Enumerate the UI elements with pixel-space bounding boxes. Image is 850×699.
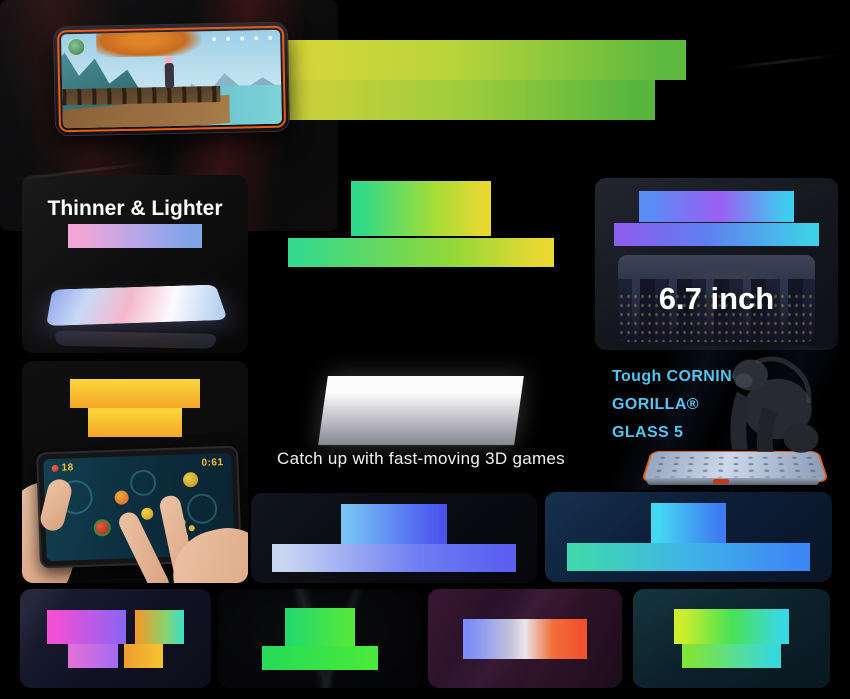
incell-display-card: Thinner & Lighter Incell Display [22, 175, 248, 353]
aspect-value: 21:9 [284, 607, 356, 646]
brightness-value: 500 nits [673, 609, 790, 644]
hud-icons [268, 35, 273, 40]
fruit-coin [182, 471, 199, 488]
refresh-rate-label: Dynamic Refresh Rate [252, 238, 590, 267]
aspect-ratio-card: 21:9 Aspect Ratio [218, 589, 422, 688]
touch-sampling-card: 240Hz Touch Sampling Rate [251, 493, 537, 583]
multitouch-card: Multi-touch 10-point 18 0:61 [22, 361, 248, 583]
ppi-card: 391 PPI [428, 589, 622, 688]
panel-label: Paneltype [67, 643, 164, 668]
resolution-heading: 2.3K Display [595, 191, 838, 222]
rugged-phone [53, 22, 290, 136]
screen-ratio-card: 81% Screen to Body Ratio [545, 492, 832, 582]
display-reflection [53, 330, 219, 349]
sampling-value: 240Hz [340, 504, 448, 544]
aspect-label: Aspect Ratio [261, 645, 379, 670]
phone-port-accent [713, 479, 729, 484]
sampling-label: Touch Sampling Rate [272, 544, 516, 572]
game-score: 18 [51, 462, 74, 474]
fruit-orange [114, 490, 129, 505]
thin-display-graphic [45, 284, 228, 326]
ratio-label: Screen to Body Ratio [567, 543, 810, 571]
ratio-value: 81% [651, 503, 726, 543]
gaming-caption: Catch up with fast-moving 3D games [277, 449, 565, 468]
ppi-value: 391 PPI [462, 618, 588, 659]
refresh-rate-value: 120Hz [252, 181, 590, 236]
game-character [164, 56, 175, 89]
panel-type-card: FHD+IPS Paneltype [20, 589, 211, 688]
screen-size-label: 6.7 inch [658, 281, 775, 316]
character-body [164, 63, 175, 89]
corning-line-1: Tough CORNING® [612, 368, 758, 385]
gorilla-icon [730, 356, 819, 453]
phone-side-edge [647, 478, 819, 485]
game-timer: 0:61 [201, 457, 224, 469]
multitouch-heading: Multi-touch 10-point [22, 379, 248, 437]
fruit-lemon [141, 507, 154, 520]
gorilla-glass-section: Tough CORNING® GORILLA® GLASS 5 [595, 346, 838, 490]
game-screen [61, 29, 282, 129]
panel-value: FHD+IPS [47, 609, 184, 644]
refresh-watermark: 120HZ [247, 376, 595, 445]
touch-ring [129, 469, 157, 497]
minimap-icon [67, 37, 86, 57]
city-windows [618, 291, 815, 342]
fruit-watermelon [93, 519, 111, 537]
autumn-tree [95, 29, 202, 59]
brightness-card: 500 nits Brightness [633, 589, 830, 688]
resolution-subheading: 1080*2388 Resolution [595, 223, 838, 246]
bridge-railing [62, 86, 221, 106]
city-night-photo: 6.7 inch [618, 255, 815, 342]
corning-line-2: GORILLA® [612, 396, 699, 413]
corning-line-3: GLASS 5 [612, 424, 684, 441]
touch-ring [186, 493, 218, 525]
brightness-label: Brightness [681, 644, 782, 668]
incell-heading: Thinner & Lighter [47, 197, 223, 220]
incell-subheading: Incell Display [22, 224, 248, 248]
city-skyline [618, 279, 815, 342]
strawberry-icon [51, 464, 59, 472]
resolution-card: 2.3K Display 1080*2388 Resolution 6.7 in… [595, 178, 838, 350]
